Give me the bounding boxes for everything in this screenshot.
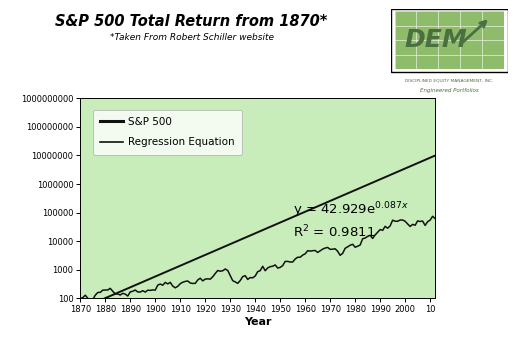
- Text: y = 42.929e$^{0.087x}$: y = 42.929e$^{0.087x}$: [293, 200, 409, 220]
- Bar: [395, 11, 504, 69]
- Text: *Taken From Robert Schiller website: *Taken From Robert Schiller website: [110, 33, 274, 42]
- Legend: S&P 500, Regression Equation: S&P 500, Regression Equation: [93, 109, 242, 155]
- Text: S&P 500 Total Return from 1870*: S&P 500 Total Return from 1870*: [55, 14, 328, 29]
- Bar: [391, 9, 508, 72]
- Text: Engineered Portfolios: Engineered Portfolios: [420, 88, 479, 93]
- X-axis label: Year: Year: [244, 317, 271, 327]
- Text: R$^2$ = 0.9811: R$^2$ = 0.9811: [293, 224, 376, 241]
- Text: DISCIPLINED EQUITY MANAGEMENT, INC.: DISCIPLINED EQUITY MANAGEMENT, INC.: [405, 79, 494, 83]
- Text: DEM: DEM: [404, 28, 467, 52]
